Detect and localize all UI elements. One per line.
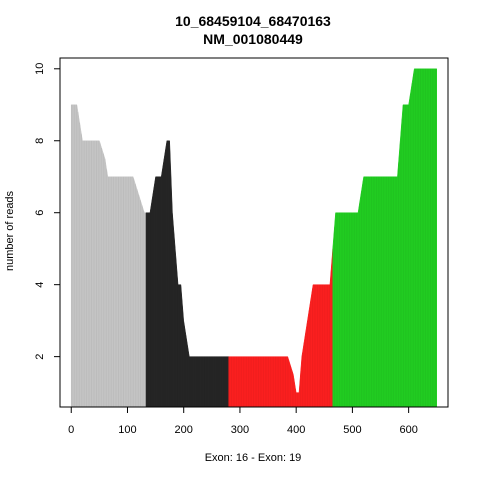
series-hatch-1 (147, 141, 228, 407)
x-tick-label: 300 (231, 424, 249, 436)
y-tick-label: 6 (34, 210, 46, 216)
y-axis-label: number of reads (4, 190, 16, 271)
x-tick-label: 200 (175, 424, 193, 436)
y-tick-label: 2 (34, 354, 46, 360)
x-tick-label: 600 (399, 424, 417, 436)
chart-subtitle: NM_001080449 (203, 31, 303, 47)
x-axis-label: Exon: 16 - Exon: 19 (205, 452, 302, 464)
chart-title: 10_68459104_68470163 (175, 13, 331, 29)
x-tick-label: 400 (287, 424, 305, 436)
x-tick-label: 0 (68, 424, 74, 436)
plot-area (71, 69, 437, 407)
x-tick-label: 100 (118, 424, 136, 436)
y-tick-label: 10 (34, 63, 46, 75)
series-hatch-2 (230, 270, 331, 407)
x-tick-label: 500 (343, 424, 361, 436)
y-tick-label: 4 (34, 282, 46, 288)
y-tick-label: 8 (34, 138, 46, 144)
